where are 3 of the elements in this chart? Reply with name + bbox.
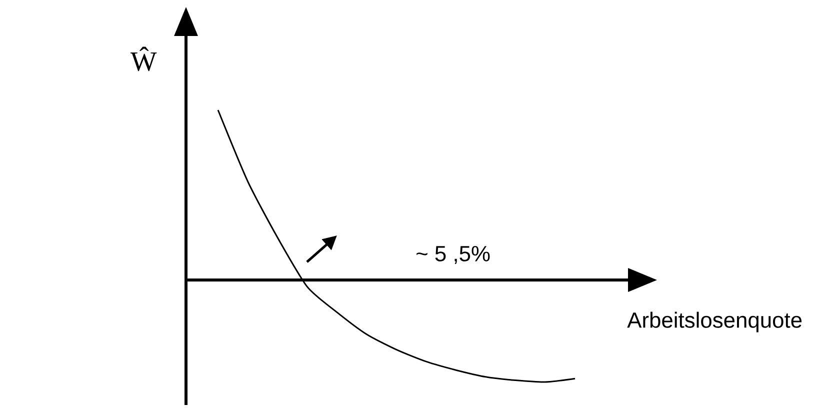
x-axis-title: Arbeitslosenquote [627,312,802,332]
annotation: ~ 5 ,5% [416,246,490,264]
y-axis-title: Ŵ [130,46,157,72]
